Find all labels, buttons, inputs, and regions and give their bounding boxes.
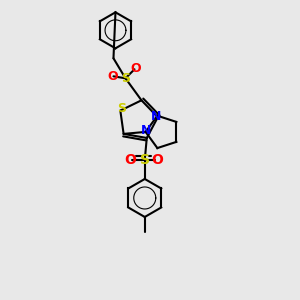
Text: S: S: [117, 102, 126, 115]
Text: O: O: [107, 70, 118, 83]
Text: S: S: [121, 72, 130, 85]
Text: O: O: [130, 62, 141, 75]
Text: N: N: [140, 124, 151, 137]
Text: O: O: [151, 153, 163, 167]
Text: S: S: [140, 153, 150, 167]
Text: O: O: [124, 153, 136, 167]
Text: N: N: [151, 110, 161, 123]
